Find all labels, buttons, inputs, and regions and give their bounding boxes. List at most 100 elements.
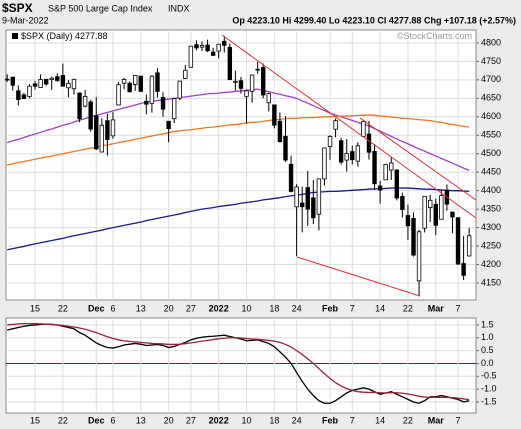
x-tick-label: 10 bbox=[242, 415, 252, 425]
candle-body bbox=[400, 195, 405, 210]
x-tick-label: 24 bbox=[292, 415, 302, 425]
candle-body bbox=[5, 78, 10, 81]
candle-body bbox=[155, 72, 160, 92]
x-tick-label: 18 bbox=[269, 415, 279, 425]
candle-body bbox=[389, 162, 394, 171]
x-tick-label: 7 bbox=[350, 303, 355, 313]
candle-body bbox=[466, 235, 472, 257]
trendline bbox=[296, 256, 421, 297]
candle-body bbox=[77, 92, 82, 120]
candle-body bbox=[327, 136, 333, 147]
candle-body bbox=[10, 76, 15, 86]
candle-body bbox=[121, 79, 127, 84]
y-tick-label: 4150 bbox=[481, 277, 501, 287]
x-tick-label: 27 bbox=[186, 415, 196, 425]
series-line bbox=[6, 88, 470, 171]
y-tick-label: 4250 bbox=[481, 240, 501, 250]
candle-body bbox=[372, 151, 377, 185]
candle-body bbox=[227, 46, 233, 81]
candle-body bbox=[266, 93, 271, 104]
x-tick-label: 14 bbox=[375, 415, 385, 425]
candle-body bbox=[427, 199, 433, 208]
candle-body bbox=[166, 120, 171, 130]
candle-body bbox=[355, 145, 361, 162]
candle-body bbox=[305, 187, 310, 210]
candle-body bbox=[244, 90, 249, 97]
candle-body bbox=[216, 43, 221, 52]
candle-body bbox=[350, 151, 355, 161]
y-tick-label: 4400 bbox=[481, 185, 501, 195]
x-tick-label: Mar bbox=[428, 415, 445, 425]
y-tick-label: 0.0 bbox=[481, 358, 494, 368]
candle-body bbox=[433, 203, 438, 226]
watermark: ©StockCharts.com bbox=[397, 31, 472, 41]
candle-body bbox=[71, 78, 77, 90]
candle-body bbox=[144, 100, 149, 105]
exchange: INDX bbox=[168, 3, 190, 13]
x-tick-label: 7 bbox=[456, 415, 461, 425]
legend-label: $SPX (Daily) 4277.88 bbox=[21, 31, 108, 41]
candle-body bbox=[38, 79, 43, 88]
security-name: S&P 500 Large Cap Index bbox=[48, 3, 153, 13]
candle-body bbox=[299, 202, 305, 208]
x-tick-label: 13 bbox=[136, 303, 146, 313]
y-tick-label: 4700 bbox=[481, 74, 501, 84]
candle-body bbox=[27, 85, 32, 97]
candle-body bbox=[272, 104, 277, 126]
candle-body bbox=[461, 263, 466, 276]
candle-body bbox=[322, 147, 327, 180]
candle-body bbox=[94, 115, 99, 150]
candle-body bbox=[249, 74, 255, 92]
x-tick-label: 22 bbox=[58, 303, 68, 313]
candle-body bbox=[422, 195, 427, 229]
x-tick-label: 22 bbox=[403, 415, 413, 425]
candle-body bbox=[99, 124, 105, 153]
candle-body bbox=[160, 97, 166, 110]
candle-body bbox=[16, 90, 21, 100]
y-tick-label: 1.5 bbox=[481, 319, 494, 329]
candle-body bbox=[55, 76, 60, 82]
x-tick-label: 6 bbox=[110, 415, 115, 425]
candle-body bbox=[405, 215, 411, 227]
x-tick-label: 7 bbox=[456, 303, 461, 313]
candle-body bbox=[377, 185, 383, 191]
x-tick-label: 24 bbox=[292, 303, 302, 313]
candle-body bbox=[261, 67, 266, 96]
x-tick-label: 10 bbox=[242, 303, 252, 313]
oscillator-panel bbox=[5, 317, 477, 414]
candle-body bbox=[210, 51, 216, 56]
x-tick-label: 13 bbox=[136, 415, 146, 425]
candle-body bbox=[344, 153, 349, 161]
x-tick-label: 7 bbox=[350, 415, 355, 425]
candle-body bbox=[43, 78, 49, 85]
candle-body bbox=[66, 82, 71, 89]
quote: Op 4223.10 Hi 4299.40 Lo 4223.10 Cl 4277… bbox=[232, 15, 516, 25]
series-line bbox=[7, 323, 470, 401]
price-panel bbox=[5, 29, 477, 301]
x-tick-label: 27 bbox=[186, 303, 196, 313]
y-tick-label: 4350 bbox=[481, 204, 501, 214]
candle-body bbox=[439, 195, 444, 220]
y-tick-label: 4800 bbox=[481, 37, 501, 47]
y-tick-label: 4600 bbox=[481, 111, 501, 121]
candle-body bbox=[60, 75, 66, 87]
y-tick-label: 1.0 bbox=[481, 332, 494, 342]
legend-marker bbox=[12, 33, 18, 39]
x-tick-label: 22 bbox=[58, 415, 68, 425]
y-tick-label: 4200 bbox=[481, 259, 501, 269]
candle-body bbox=[383, 164, 388, 181]
x-tick-label: 20 bbox=[164, 303, 174, 313]
candle-body bbox=[149, 75, 155, 104]
candle-body bbox=[21, 94, 27, 99]
candle-body bbox=[32, 83, 38, 87]
y-tick-label: 0.5 bbox=[481, 345, 494, 355]
candle-body bbox=[183, 69, 188, 79]
candle-body bbox=[294, 186, 299, 208]
candle-body bbox=[394, 169, 400, 199]
candle-body bbox=[188, 45, 194, 68]
x-tick-label: 18 bbox=[269, 303, 279, 313]
candle-body bbox=[288, 163, 294, 192]
candle-body bbox=[177, 80, 182, 99]
y-tick-label: 4650 bbox=[481, 93, 501, 103]
x-tick-label: 6 bbox=[110, 303, 115, 313]
